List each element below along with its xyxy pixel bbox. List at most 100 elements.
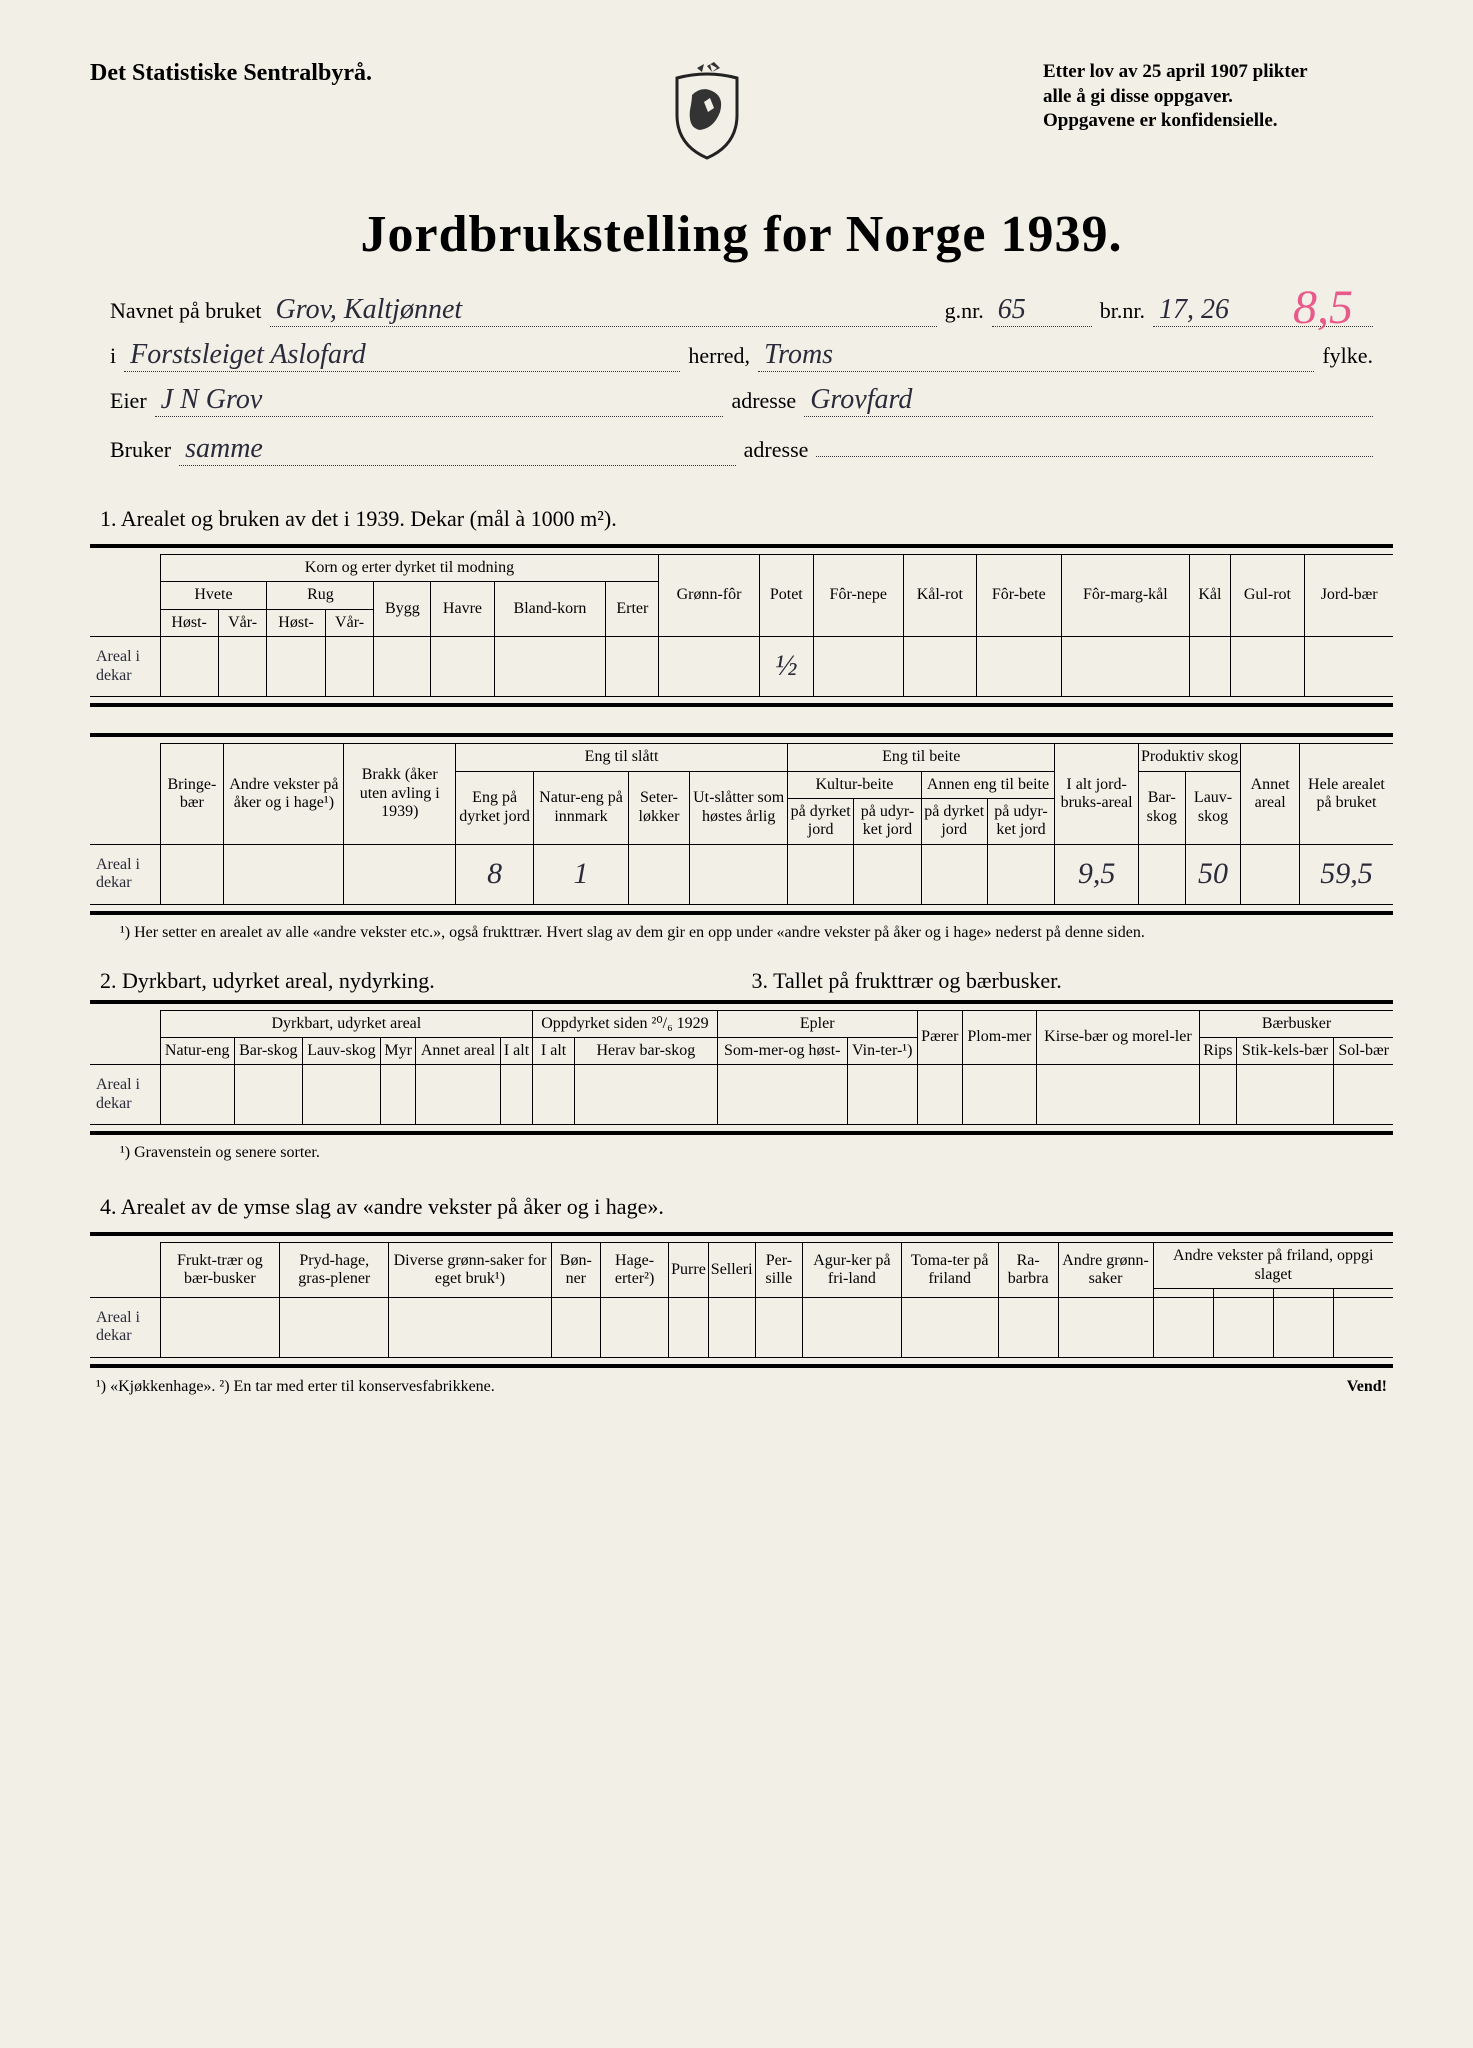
th-brakk: Brakk (åker uten avling i 1939) (344, 744, 455, 845)
gnr-label: g.nr. (945, 298, 984, 324)
th-erter: Erter (606, 582, 659, 637)
th-var1: Vår- (218, 609, 267, 636)
th-potet: Potet (759, 555, 813, 637)
th-havre: Havre (431, 582, 494, 637)
bruker-value: samme (179, 433, 736, 466)
eier-label: Eier (110, 388, 147, 414)
th-var2: Vår- (325, 609, 374, 636)
th-gronnfor: Grønn-fôr (659, 555, 759, 637)
th-bygg: Bygg (374, 582, 431, 637)
th-hageerter: Hage-erter²) (601, 1243, 669, 1298)
th-korn: Korn og erter dyrket til modning (160, 555, 659, 582)
section1-title: 1. Arealet og bruken av det i 1939. Deka… (100, 506, 1393, 532)
adresse2-label: adresse (744, 437, 809, 463)
val-ialt: 9,5 (1055, 844, 1139, 904)
th-prodskog: Produktiv skog (1138, 744, 1240, 771)
th-engbeite: Eng til beite (788, 744, 1055, 771)
th-padyrket2: på dyrket jord (921, 798, 987, 844)
rowlabel-4: Areal i dekar (90, 1297, 160, 1357)
th-epler: Epler (717, 1010, 917, 1037)
th-formargkal: Fôr-marg-kål (1061, 555, 1190, 637)
rowlabel-1a: Areal i dekar (90, 637, 160, 697)
footnote-1: ¹) Her setter en arealet av alle «andre … (120, 923, 1393, 944)
th-lauvskog: Lauv-skog (1185, 771, 1241, 844)
adresse-value: Grovfard (804, 384, 1373, 417)
th-engdyrket: Eng på dyrket jord (455, 771, 533, 844)
th-kulturbeite: Kultur-beite (788, 771, 922, 798)
th-andregronn: Andre grønn-saker (1058, 1243, 1153, 1298)
th-barskog: Bar-skog (1138, 771, 1185, 844)
th-baerbusker: Bærbusker (1200, 1010, 1394, 1037)
val-potet: ½ (759, 637, 813, 697)
herred-value: Troms (758, 339, 1314, 372)
th-pryd: Pryd-hage, gras-plener (280, 1243, 389, 1298)
eier-value: J N Grov (155, 384, 724, 417)
val-natureng: 1 (534, 844, 628, 904)
footnote-bottom: ¹) «Kjøkkenhage». ²) En tar med erter ti… (96, 1378, 495, 1396)
th-oppdyrket: Oppdyrket siden ²⁰/₆ 1929 (533, 1010, 717, 1037)
th-seterlokker: Seter-løkker (628, 771, 689, 844)
th-frukt: Frukt-trær og bær-busker (160, 1243, 280, 1298)
legal-line-1: Etter lov av 25 april 1907 plikter (1043, 60, 1393, 85)
navnet-value: Grov, Kaltjønnet (270, 294, 937, 327)
th-annenbeite: Annen eng til beite (921, 771, 1055, 798)
th-natureng: Natur-eng på innmark (534, 771, 628, 844)
th-blandkorn: Bland-korn (494, 582, 606, 637)
th-ialt-jord: I alt jord-bruks-areal (1055, 744, 1139, 845)
rowlabel-23: Areal i dekar (90, 1065, 160, 1125)
th-rug: Rug (267, 582, 374, 609)
th-lauvskog2: Lauv-skog (302, 1037, 381, 1064)
th-fornepe: Fôr-nepe (813, 555, 903, 637)
section3-title: 3. Tallet på frukttrær og bærbusker. (742, 968, 1394, 994)
th-purre: Purre (669, 1243, 709, 1298)
th-kal: Kål (1190, 555, 1230, 637)
th-paerer: Pærer (917, 1010, 962, 1065)
val-hele: 59,5 (1299, 844, 1393, 904)
adresse2-value (816, 429, 1373, 457)
coat-of-arms-icon (662, 60, 752, 160)
rowlabel-1b: Areal i dekar (90, 844, 160, 904)
table-23: Dyrkbart, udyrket areal Oppdyrket siden … (90, 1010, 1393, 1126)
legal-line-3: Oppgavene er konfidensielle. (1043, 109, 1393, 134)
th-plommer: Plom-mer (962, 1010, 1036, 1065)
table-4: Frukt-trær og bær-busker Pryd-hage, gras… (90, 1242, 1393, 1358)
handwritten-mark: 8,5 (1293, 280, 1353, 335)
th-heleareal: Hele arealet på bruket (1299, 744, 1393, 845)
th-utslatter: Ut-slåtter som høstes årlig (690, 771, 788, 844)
brnr-label: br.nr. (1100, 298, 1145, 324)
th-jordbaer: Jord-bær (1305, 555, 1393, 637)
th-heravbar: Herav bar-skog (574, 1037, 717, 1064)
th-bringebaer: Bringe-bær (160, 744, 224, 845)
th-andrefriland: Andre vekster på friland, oppgi slaget (1153, 1243, 1393, 1289)
th-host2: Høst- (267, 609, 325, 636)
page-title: Jordbrukstelling for Norge 1939. (90, 205, 1393, 264)
th-rabarbra: Ra-barbra (998, 1243, 1058, 1298)
footnote-2: ¹) Gravenstein og senere sorter. (120, 1143, 1393, 1164)
identification-block: Navnet på bruket Grov, Kaltjønnet g.nr. … (110, 294, 1373, 466)
val-engdyrket: 8 (455, 844, 533, 904)
th-natureng2: Natur-eng (160, 1037, 234, 1064)
table-1a: Korn og erter dyrket til modning Grønn-f… (90, 554, 1393, 697)
th-diverse: Diverse grønn-saker for eget bruk¹) (389, 1243, 551, 1298)
header: Det Statistiske Sentralbyrå. Etter lov a… (90, 60, 1393, 165)
adresse-label: adresse (731, 388, 796, 414)
th-dyrkbart: Dyrkbart, udyrket areal (160, 1010, 533, 1037)
th-kalrot: Kål-rot (903, 555, 976, 637)
vend-label: Vend! (1347, 1378, 1387, 1396)
legal-line-2: alle å gi disse oppgaver. (1043, 85, 1393, 110)
th-host1: Høst- (160, 609, 218, 636)
th-myr: Myr (381, 1037, 416, 1064)
th-andrevekster: Andre vekster på åker og i hage¹) (224, 744, 344, 845)
th-tomater: Toma-ter på friland (901, 1243, 998, 1298)
agency-name: Det Statistiske Sentralbyrå. (90, 60, 372, 87)
th-hvete: Hvete (160, 582, 267, 609)
th-annetareal: Annet areal (1241, 744, 1300, 845)
val-lauvskog: 50 (1185, 844, 1241, 904)
section2-title: 2. Dyrkbart, udyrket areal, nydyrking. (90, 968, 742, 994)
sub-value: Forstsleiget Aslofard (124, 339, 680, 372)
th-engslatt: Eng til slått (455, 744, 787, 771)
th-stikkels: Stik-kels-bær (1236, 1037, 1334, 1064)
th-rips: Rips (1200, 1037, 1237, 1064)
section4-title: 4. Arealet av de ymse slag av «andre vek… (100, 1194, 1393, 1220)
th-gulrot: Gul-rot (1230, 555, 1305, 637)
